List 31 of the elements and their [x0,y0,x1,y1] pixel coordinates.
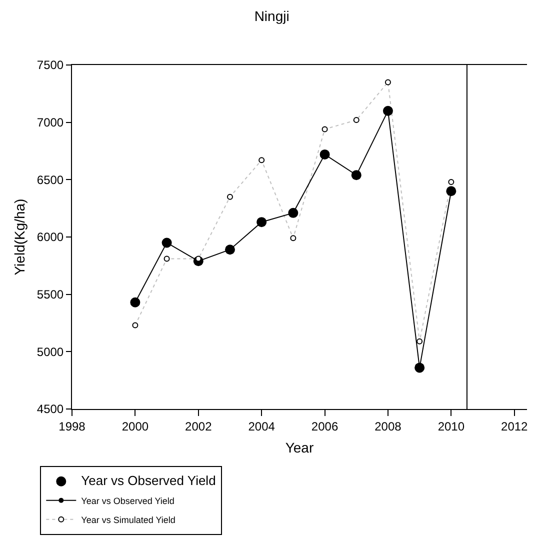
x-tick-label: 2004 [248,419,276,434]
x-tick-label: 2010 [438,419,465,434]
y-axis-title: Yield(Kg/ha) [11,198,28,276]
legend-label: Year vs Observed Yield [81,496,174,506]
point [448,178,454,185]
legend-label: Year vs Simulated Yield [81,514,176,525]
y-tick-label: 5000 [36,344,64,359]
x-axis-title: Year [285,440,314,456]
y-tick-label: 7000 [36,116,64,130]
y-tick-label: 6500 [36,172,64,187]
x-tick-label: 2006 [311,419,338,434]
y-tick-label: 5500 [36,288,64,302]
x-tick-label: 2008 [374,419,402,434]
point [226,194,233,200]
x-tick-label: 2002 [185,419,212,434]
point [290,235,296,242]
chart-title: Ningji [254,8,290,24]
x-tick-label: 2000 [122,419,149,434]
point [416,338,423,344]
point [164,256,170,262]
point [384,79,391,86]
point [353,117,360,124]
point [258,157,265,164]
x-tick-label: 2012 [501,419,528,434]
y-tick-label: 7500 [36,58,64,72]
point [322,126,328,132]
y-tick-label: 4500 [36,402,64,416]
legend-label: Year vs Observed Yield [81,472,216,488]
point [132,322,138,328]
y-tick-label: 6000 [36,230,64,244]
x-tick-label: 1998 [58,419,86,434]
